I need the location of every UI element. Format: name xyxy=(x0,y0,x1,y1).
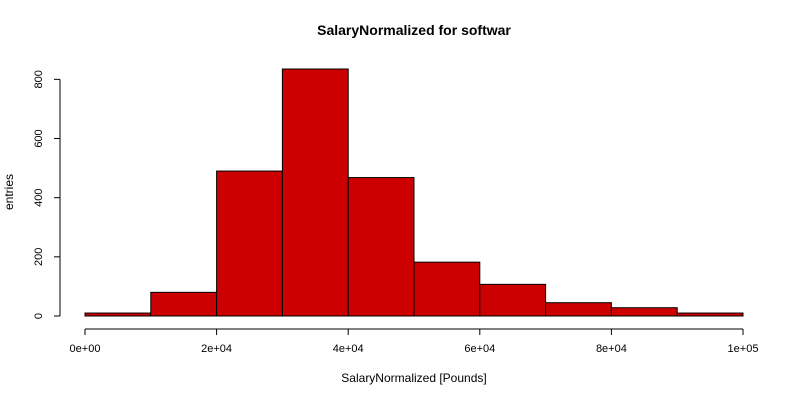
histogram-bar-7 xyxy=(479,283,547,317)
x-tick-label: 1e+05 xyxy=(728,343,759,355)
histogram-bar-9 xyxy=(610,307,678,317)
x-tick-label: 2e+04 xyxy=(201,343,232,355)
y-tick-label: 600 xyxy=(33,129,45,147)
x-axis: 0e+00 2e+04 4e+04 6e+04 8e+04 1e+05 xyxy=(70,328,759,355)
y-tick-label: 800 xyxy=(33,70,45,88)
histogram-bar-10 xyxy=(676,312,744,317)
bars-group xyxy=(84,68,744,317)
chart-title: SalaryNormalized for softwar xyxy=(317,22,511,38)
histogram-bar-2 xyxy=(150,291,218,317)
histogram-bar-6 xyxy=(413,261,481,317)
x-tick-label: 8e+04 xyxy=(596,343,627,355)
histogram-bar-4 xyxy=(281,68,349,317)
x-axis-label: SalaryNormalized [Pounds] xyxy=(341,371,486,385)
histogram-bar-1 xyxy=(84,312,152,317)
x-tick-label: 4e+04 xyxy=(333,343,364,355)
histogram-bar-5 xyxy=(347,177,415,317)
y-tick-label: 200 xyxy=(33,248,45,266)
x-tick-label: 0e+00 xyxy=(70,343,101,355)
histogram-bar-3 xyxy=(216,170,283,317)
y-axis: 0 200 400 600 800 xyxy=(33,70,61,319)
y-tick-label: 0 xyxy=(33,313,45,319)
histogram-bar-8 xyxy=(545,302,612,317)
x-tick-label: 6e+04 xyxy=(464,343,495,355)
y-tick-label: 400 xyxy=(33,188,45,206)
y-axis-label: entries xyxy=(2,174,16,210)
